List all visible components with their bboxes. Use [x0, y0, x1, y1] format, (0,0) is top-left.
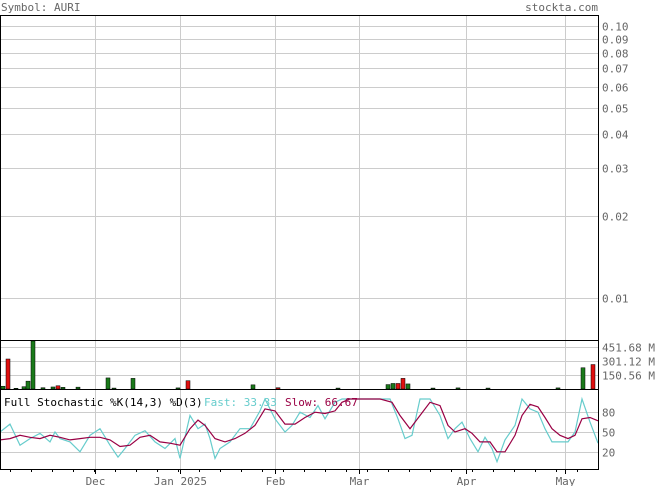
volume-bar	[25, 380, 31, 390]
x-axis: Dec Jan 2025 Feb Mar Apr May	[10, 469, 578, 486]
x-tick-label: May	[556, 475, 576, 486]
fast-value-label: Fast: 33.33	[204, 396, 277, 409]
volume-bars	[0, 340, 596, 390]
volume-bar	[40, 387, 46, 390]
price-tick-label: 0.02	[602, 211, 629, 224]
price-tick-label: 0.04	[602, 129, 629, 142]
volume-bar	[385, 384, 391, 390]
volume-bar	[50, 386, 56, 390]
x-tick-label: Dec	[86, 475, 106, 486]
volume-bar	[430, 387, 436, 390]
volume-bar	[130, 378, 136, 390]
volume-bar	[111, 387, 117, 390]
volume-bar	[250, 384, 256, 390]
volume-tick-label: 301.12 M	[602, 356, 655, 369]
volume-bar	[185, 380, 191, 390]
volume-tick-label: 150.56 M	[602, 370, 655, 383]
price-tick-label: 0.10	[602, 21, 629, 34]
volume-bar	[75, 386, 81, 390]
volume-bar	[590, 364, 596, 390]
volume-bar	[105, 377, 111, 390]
price-tick-label: 0.05	[602, 103, 629, 116]
price-tick-label: 0.09	[602, 34, 629, 47]
price-panel: 0.100.090.08 0.07 0.06 0.05 0.04 0.03 0.02 0.01	[0, 15, 629, 341]
volume-bar	[400, 378, 406, 390]
symbol-label: Symbol: AURI	[1, 1, 80, 14]
x-tick-label: Jan 2025	[154, 475, 207, 486]
x-tick-label: Apr	[457, 475, 477, 486]
stochastic-tick-label: 80	[602, 407, 615, 420]
volume-bar	[455, 387, 461, 390]
volume-bar	[580, 367, 586, 390]
price-tick-label: 0.08	[602, 48, 629, 61]
volume-bar	[335, 387, 341, 390]
site-label: stockta.com	[525, 1, 598, 14]
volume-bar	[0, 385, 6, 390]
volume-bar	[405, 383, 411, 390]
price-grid	[0, 15, 598, 340]
stochastic-panel: 80 50 20 Full Stochastic %K(14,3) %D(3) Fa…	[0, 389, 615, 470]
volume-bar	[390, 383, 396, 390]
volume-bar	[21, 386, 27, 390]
volume-bar	[55, 385, 61, 390]
volume-grid	[0, 340, 598, 389]
volume-bar	[175, 387, 181, 390]
volume-bar	[485, 387, 491, 390]
price-tick-label: 0.01	[602, 293, 629, 306]
fast-k-line	[0, 396, 599, 464]
stochastic-y-axis: 80 50 20	[602, 407, 615, 460]
stochastic-tick-label: 20	[602, 447, 615, 460]
slow-value-label: Slow: 66.67	[285, 396, 358, 409]
stochastic-title: Full Stochastic %K(14,3) %D(3)	[4, 396, 203, 409]
x-tick-label: Feb	[266, 475, 286, 486]
price-tick-label: 0.06	[602, 82, 629, 95]
stochastic-grid	[0, 389, 598, 469]
x-tick-label: Mar	[350, 475, 370, 486]
volume-bar	[13, 388, 19, 390]
price-tick-label: 0.03	[602, 163, 629, 176]
stochastic-tick-label: 50	[602, 427, 615, 440]
stochastic-frame	[0, 389, 599, 470]
price-y-axis: 0.100.090.08 0.07 0.06 0.05 0.04 0.03 0.02 0.01	[602, 21, 629, 306]
price-tick-label: 0.07	[602, 63, 629, 76]
volume-bar	[275, 387, 281, 390]
volume-bar	[30, 340, 36, 390]
volume-bar	[5, 358, 11, 390]
volume-bar	[60, 387, 66, 390]
slow-d-line	[0, 398, 599, 453]
volume-tick-label: 451.68 M	[602, 342, 655, 355]
price-frame	[0, 15, 599, 341]
volume-bar	[555, 387, 561, 390]
volume-bar	[395, 383, 401, 390]
